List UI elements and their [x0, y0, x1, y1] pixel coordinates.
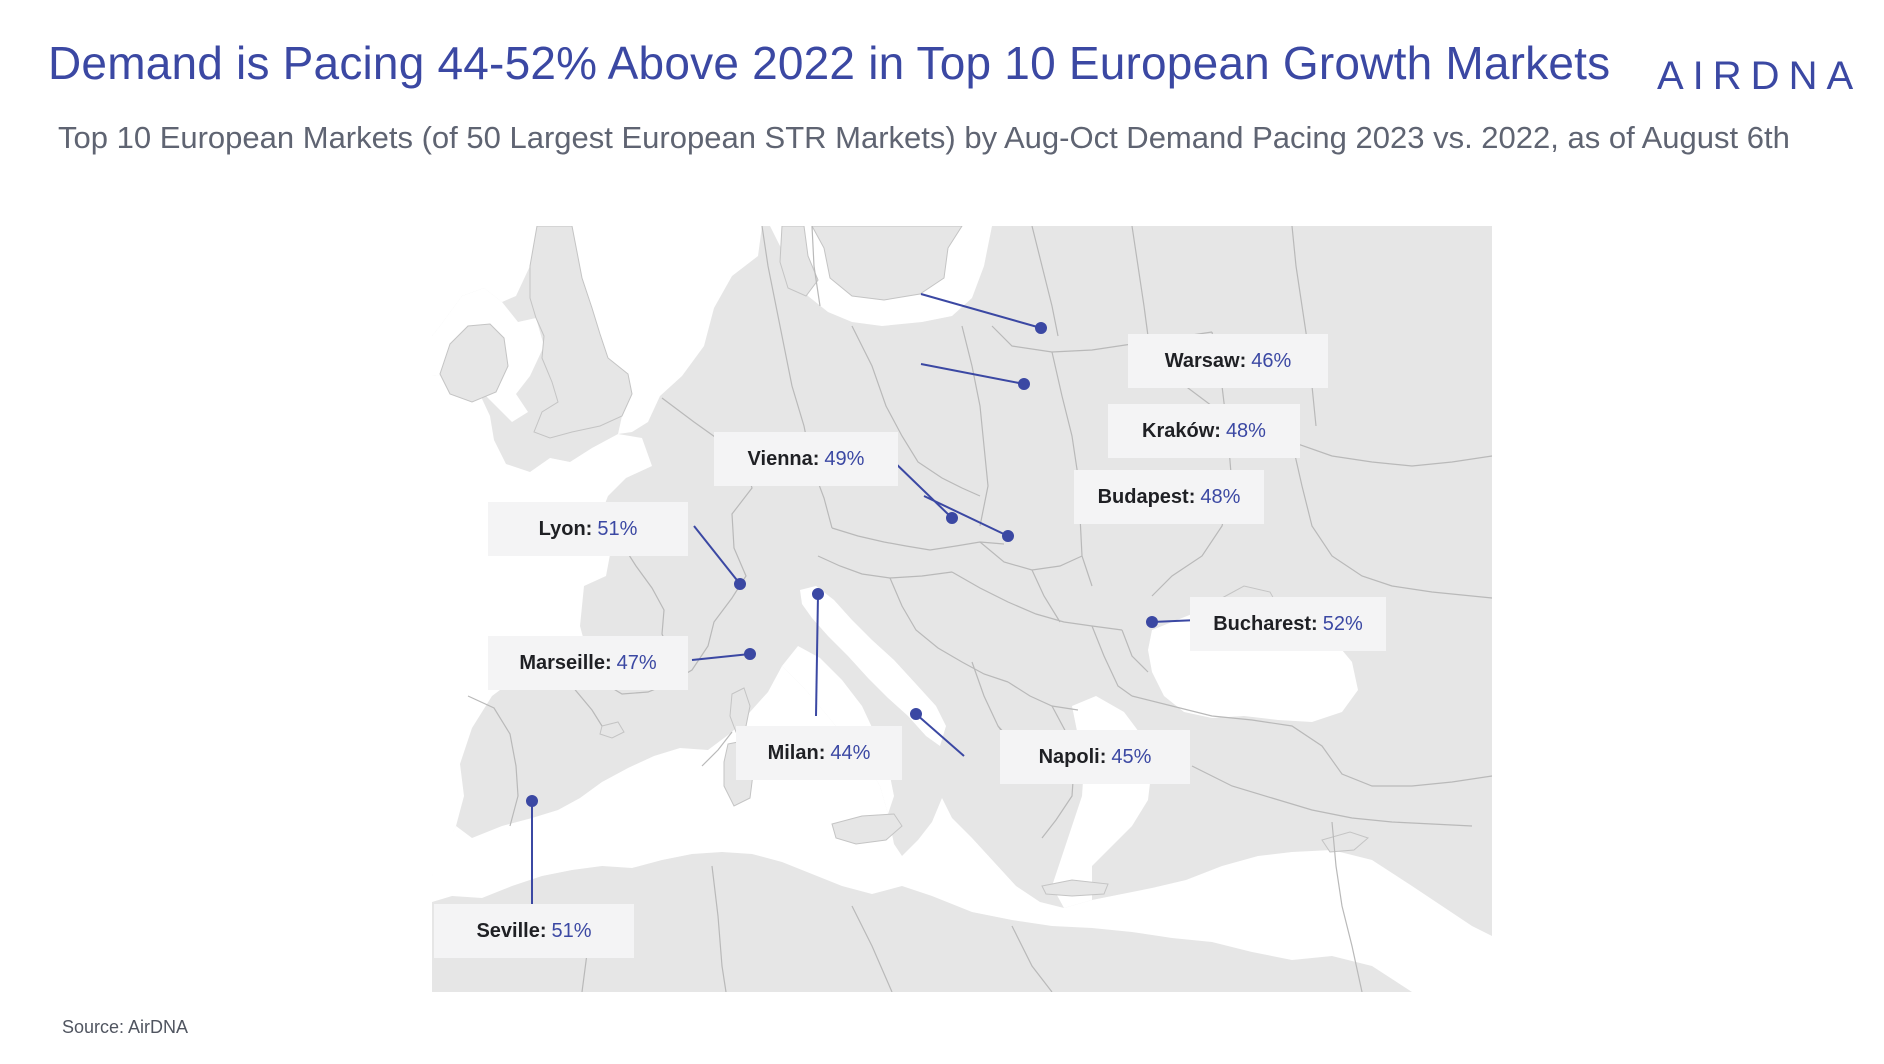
city-name: Kraków:: [1142, 419, 1221, 442]
label-bucharest: Bucharest: 52%: [1190, 597, 1386, 651]
mediterranean-sea: [432, 666, 1492, 992]
airdna-logo: AIRDNA: [1657, 54, 1863, 98]
scandinavia: [811, 226, 963, 301]
label-milan: Milan: 44%: [736, 726, 902, 780]
city-value: 44%: [830, 741, 871, 764]
marker-marseille: [744, 648, 756, 660]
city-name: Bucharest:: [1213, 612, 1318, 635]
tyrrhenian-sea: [782, 646, 894, 814]
denmark: [779, 226, 819, 297]
marker-milan: [812, 588, 824, 600]
city-name: Lyon:: [538, 517, 593, 540]
city-value: 48%: [1200, 485, 1241, 508]
marker-napoli: [910, 708, 922, 720]
leader-krakow: [920, 363, 1025, 385]
balearic-islands: [599, 721, 625, 739]
marker-vienna: [946, 512, 958, 524]
marker-budapest: [1002, 530, 1014, 542]
city-name: Marseille:: [519, 651, 612, 674]
city-name: Napoli:: [1038, 745, 1107, 768]
city-value: 51%: [597, 517, 638, 540]
marker-seville: [526, 795, 538, 807]
city-value: 48%: [1225, 419, 1266, 442]
city-name: Seville:: [476, 919, 547, 942]
adriatic-sea: [800, 586, 946, 746]
leader-milan: [815, 593, 819, 717]
city-value: 47%: [616, 651, 657, 674]
city-name: Milan:: [767, 741, 826, 764]
marker-lyon: [734, 578, 746, 590]
city-name: Warsaw:: [1164, 349, 1247, 372]
marker-bucharest: [1146, 616, 1158, 628]
city-name: Vienna:: [747, 447, 820, 470]
leader-marseille: [691, 653, 751, 661]
label-napoli: Napoli: 45%: [1000, 730, 1190, 784]
sicily: [831, 813, 903, 845]
city-value: 52%: [1322, 612, 1363, 635]
leader-vienna: [889, 457, 953, 519]
great-britain: [529, 226, 633, 439]
chart-title: Demand is Pacing 44-52% Above 2022 in To…: [48, 37, 1611, 89]
ireland: [439, 323, 509, 403]
leader-napoli: [915, 713, 965, 757]
city-name: Budapest:: [1097, 485, 1196, 508]
marker-warsaw: [1035, 322, 1047, 334]
label-seville: Seville: 51%: [434, 904, 634, 958]
marker-krakow: [1018, 378, 1030, 390]
leader-warsaw: [920, 293, 1042, 329]
leader-budapest: [923, 495, 1009, 537]
label-warsaw: Warsaw: 46%: [1128, 334, 1328, 388]
city-value: 46%: [1251, 349, 1292, 372]
north-sea: [572, 226, 762, 434]
label-vienna: Vienna: 49%: [714, 432, 898, 486]
leader-lyon: [693, 525, 741, 585]
crete: [1041, 879, 1109, 897]
label-krakow: Kraków: 48%: [1108, 404, 1300, 458]
marker-layer: [526, 293, 1199, 910]
city-value: 45%: [1111, 745, 1152, 768]
source-note: Source: AirDNA: [62, 1017, 189, 1037]
chart-subtitle: Top 10 European Markets (of 50 Largest E…: [58, 120, 1790, 155]
baltic-sea: [770, 226, 992, 326]
city-value: 49%: [824, 447, 865, 470]
label-budapest: Budapest: 48%: [1074, 470, 1264, 524]
label-lyon: Lyon: 51%: [488, 502, 688, 556]
label-marseille: Marseille: 47%: [488, 636, 688, 690]
city-value: 51%: [551, 919, 592, 942]
